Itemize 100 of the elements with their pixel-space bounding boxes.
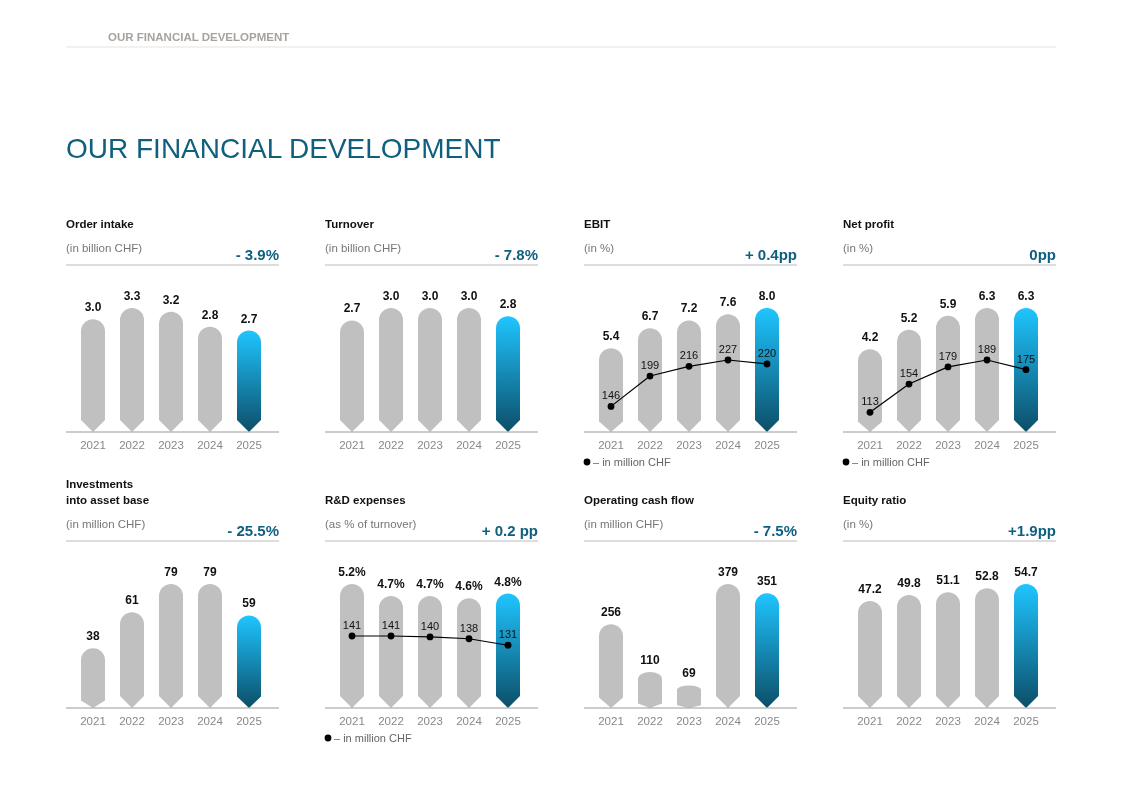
data-label: 2.8 — [499, 297, 517, 312]
data-label: 5.2% — [338, 565, 366, 579]
data-label: 5.4 — [602, 329, 620, 344]
data-label: 7.6 — [719, 295, 737, 310]
data-label: 2.8 — [201, 307, 219, 322]
point — [724, 356, 732, 364]
data-label: 7.2 — [680, 301, 698, 316]
data-label: 379 — [717, 565, 739, 579]
chart-title: R&D expenses — [325, 494, 406, 506]
data-label: 69 — [682, 666, 696, 681]
x-tick-label: 2024 — [715, 715, 742, 727]
data-label: 54.7 — [1014, 565, 1038, 579]
x-tick-label: 2024 — [715, 439, 742, 451]
point — [685, 362, 693, 370]
x-tick-label: 2025 — [236, 715, 262, 727]
chart-subtitle: (in million CHF) — [66, 518, 146, 530]
data-label: 113 — [861, 395, 879, 408]
point — [866, 408, 874, 416]
x-tick-label: 2021 — [857, 439, 883, 451]
data-label: 2.7 — [343, 301, 361, 316]
data-label: 5.9 — [939, 296, 957, 311]
x-tick-label: 2023 — [158, 439, 184, 451]
data-label: 138 — [459, 621, 479, 634]
x-tick-label: 2025 — [754, 715, 780, 727]
x-tick-label: 2022 — [896, 439, 922, 451]
data-label: 141 — [342, 619, 362, 631]
x-tick-label: 2023 — [676, 439, 702, 451]
data-label: 6.7 — [641, 309, 659, 324]
text: +1.9pp — [1008, 522, 1056, 539]
data-label: 140 — [420, 619, 440, 632]
data-label: 4.2 — [861, 330, 879, 345]
x-tick-label: 2025 — [236, 439, 262, 451]
chart-subtitle: (as % of turnover) — [325, 518, 417, 530]
data-label: 3.0 — [84, 300, 102, 315]
x-tick-label: 2023 — [158, 715, 184, 727]
point — [983, 356, 991, 364]
x-tick-label: 2024 — [456, 439, 483, 451]
data-label: 79 — [203, 565, 217, 579]
data-label: 47.2 — [858, 582, 882, 596]
text: - 7.8% — [494, 246, 538, 263]
x-tick-label: 2022 — [637, 439, 663, 451]
x-tick-label: 2022 — [119, 439, 145, 451]
x-tick-label: 2021 — [80, 715, 106, 727]
x-tick-label: 2021 — [857, 715, 883, 727]
text: - 25.5% — [227, 522, 279, 539]
data-label: 199 — [640, 359, 660, 372]
x-tick-label: 2023 — [417, 439, 443, 451]
data-label: 59 — [242, 596, 256, 611]
x-tick-label: 2023 — [935, 439, 961, 451]
data-label: 141 — [381, 619, 401, 631]
chart-title: Investments into asset base — [66, 478, 150, 506]
legend-label: – in million CHF — [852, 456, 930, 468]
x-tick-label: 2022 — [119, 715, 145, 727]
text: OUR FINANCIAL DEVELOPMENT — [66, 133, 501, 164]
data-label: 6.3 — [978, 289, 996, 303]
text: - 7.5% — [753, 522, 797, 539]
chart-title: Order intake — [66, 218, 134, 230]
chart-subtitle: (in billion CHF) — [325, 242, 402, 254]
x-tick-label: 2025 — [495, 439, 521, 451]
x-tick-label: 2021 — [339, 439, 365, 451]
text: + 0.2 pp — [481, 522, 538, 539]
x-tick-label: 2024 — [974, 715, 1001, 727]
data-label: 220 — [757, 347, 777, 360]
x-tick-label: 2021 — [598, 439, 624, 451]
data-label: 6.3 — [1017, 289, 1035, 303]
x-tick-label: 2025 — [1013, 715, 1039, 727]
chart-subtitle: (in %) — [843, 518, 874, 530]
point — [1022, 366, 1030, 374]
data-label: 79 — [164, 565, 178, 579]
data-label: 4.8% — [494, 574, 522, 589]
text: + 0.4pp — [744, 246, 797, 263]
data-label: 256 — [600, 605, 622, 620]
point — [944, 363, 952, 371]
data-label: 3.0 — [421, 289, 439, 303]
data-label: 3.0 — [460, 289, 478, 303]
data-label: 4.7% — [416, 576, 444, 591]
data-label: 49.8 — [897, 576, 921, 591]
x-tick-label: 2025 — [495, 715, 521, 727]
data-label: 3.2 — [162, 292, 180, 307]
x-tick-label: 2024 — [197, 439, 224, 451]
chart-title: Turnover — [325, 218, 375, 230]
x-tick-label: 2025 — [1013, 439, 1039, 451]
data-label: 52.8 — [975, 569, 999, 584]
data-label: 3.3 — [123, 289, 141, 303]
chart-subtitle: (in %) — [843, 242, 874, 254]
data-label: 154 — [899, 367, 919, 380]
data-label: 61 — [125, 593, 139, 608]
chart-title: Net profit — [843, 218, 895, 230]
chart-title: EBIT — [584, 218, 611, 230]
point — [426, 633, 434, 641]
data-label: 2.7 — [240, 311, 258, 326]
x-tick-label: 2024 — [197, 715, 224, 727]
x-tick-label: 2022 — [378, 715, 404, 727]
x-tick-label: 2024 — [456, 715, 483, 727]
x-tick-label: 2021 — [339, 715, 365, 727]
x-tick-label: 2025 — [754, 439, 780, 451]
data-label: 3.0 — [382, 289, 400, 303]
x-tick-label: 2022 — [378, 439, 404, 451]
data-label: 51.1 — [936, 573, 960, 588]
text: 0pp — [1029, 246, 1056, 263]
